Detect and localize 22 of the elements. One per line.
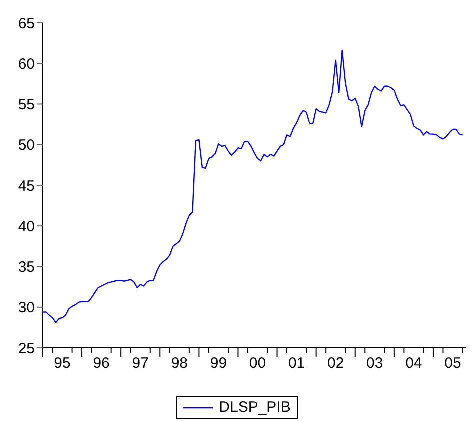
y-tick-label: 55 (18, 96, 35, 114)
y-tick-label: 30 (18, 300, 35, 317)
y-tick-label: 25 (18, 340, 35, 358)
x-tick-label: 99 (210, 355, 228, 372)
y-tick-label: 35 (18, 259, 35, 276)
x-tick-label: 02 (328, 355, 344, 372)
x-tick-label: 96 (93, 355, 110, 372)
y-tick-label: 65 (18, 15, 35, 32)
legend-label: DLSP_PIB (219, 399, 291, 416)
x-tick-label: 95 (54, 355, 71, 372)
y-tick-label: 60 (18, 56, 35, 73)
x-tick-label: 97 (132, 355, 149, 372)
x-tick-label: 00 (249, 355, 266, 372)
x-tick-label: 05 (444, 355, 462, 372)
x-tick-label: 03 (366, 355, 384, 372)
y-tick-label: 50 (18, 137, 35, 154)
line-series (43, 50, 464, 324)
x-tick-label: 01 (288, 355, 306, 372)
x-tick-label: 04 (406, 355, 422, 372)
x-tick-label: 98 (171, 355, 188, 372)
y-tick-label: 45 (18, 178, 35, 195)
y-tick-label: 40 (18, 218, 35, 236)
